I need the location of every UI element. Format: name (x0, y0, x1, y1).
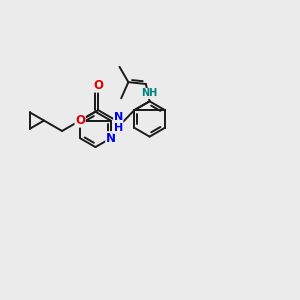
Text: O: O (75, 114, 85, 127)
Text: O: O (93, 79, 103, 92)
Text: N
H: N H (114, 112, 123, 133)
Text: NH: NH (142, 88, 158, 98)
Text: N: N (106, 132, 116, 145)
